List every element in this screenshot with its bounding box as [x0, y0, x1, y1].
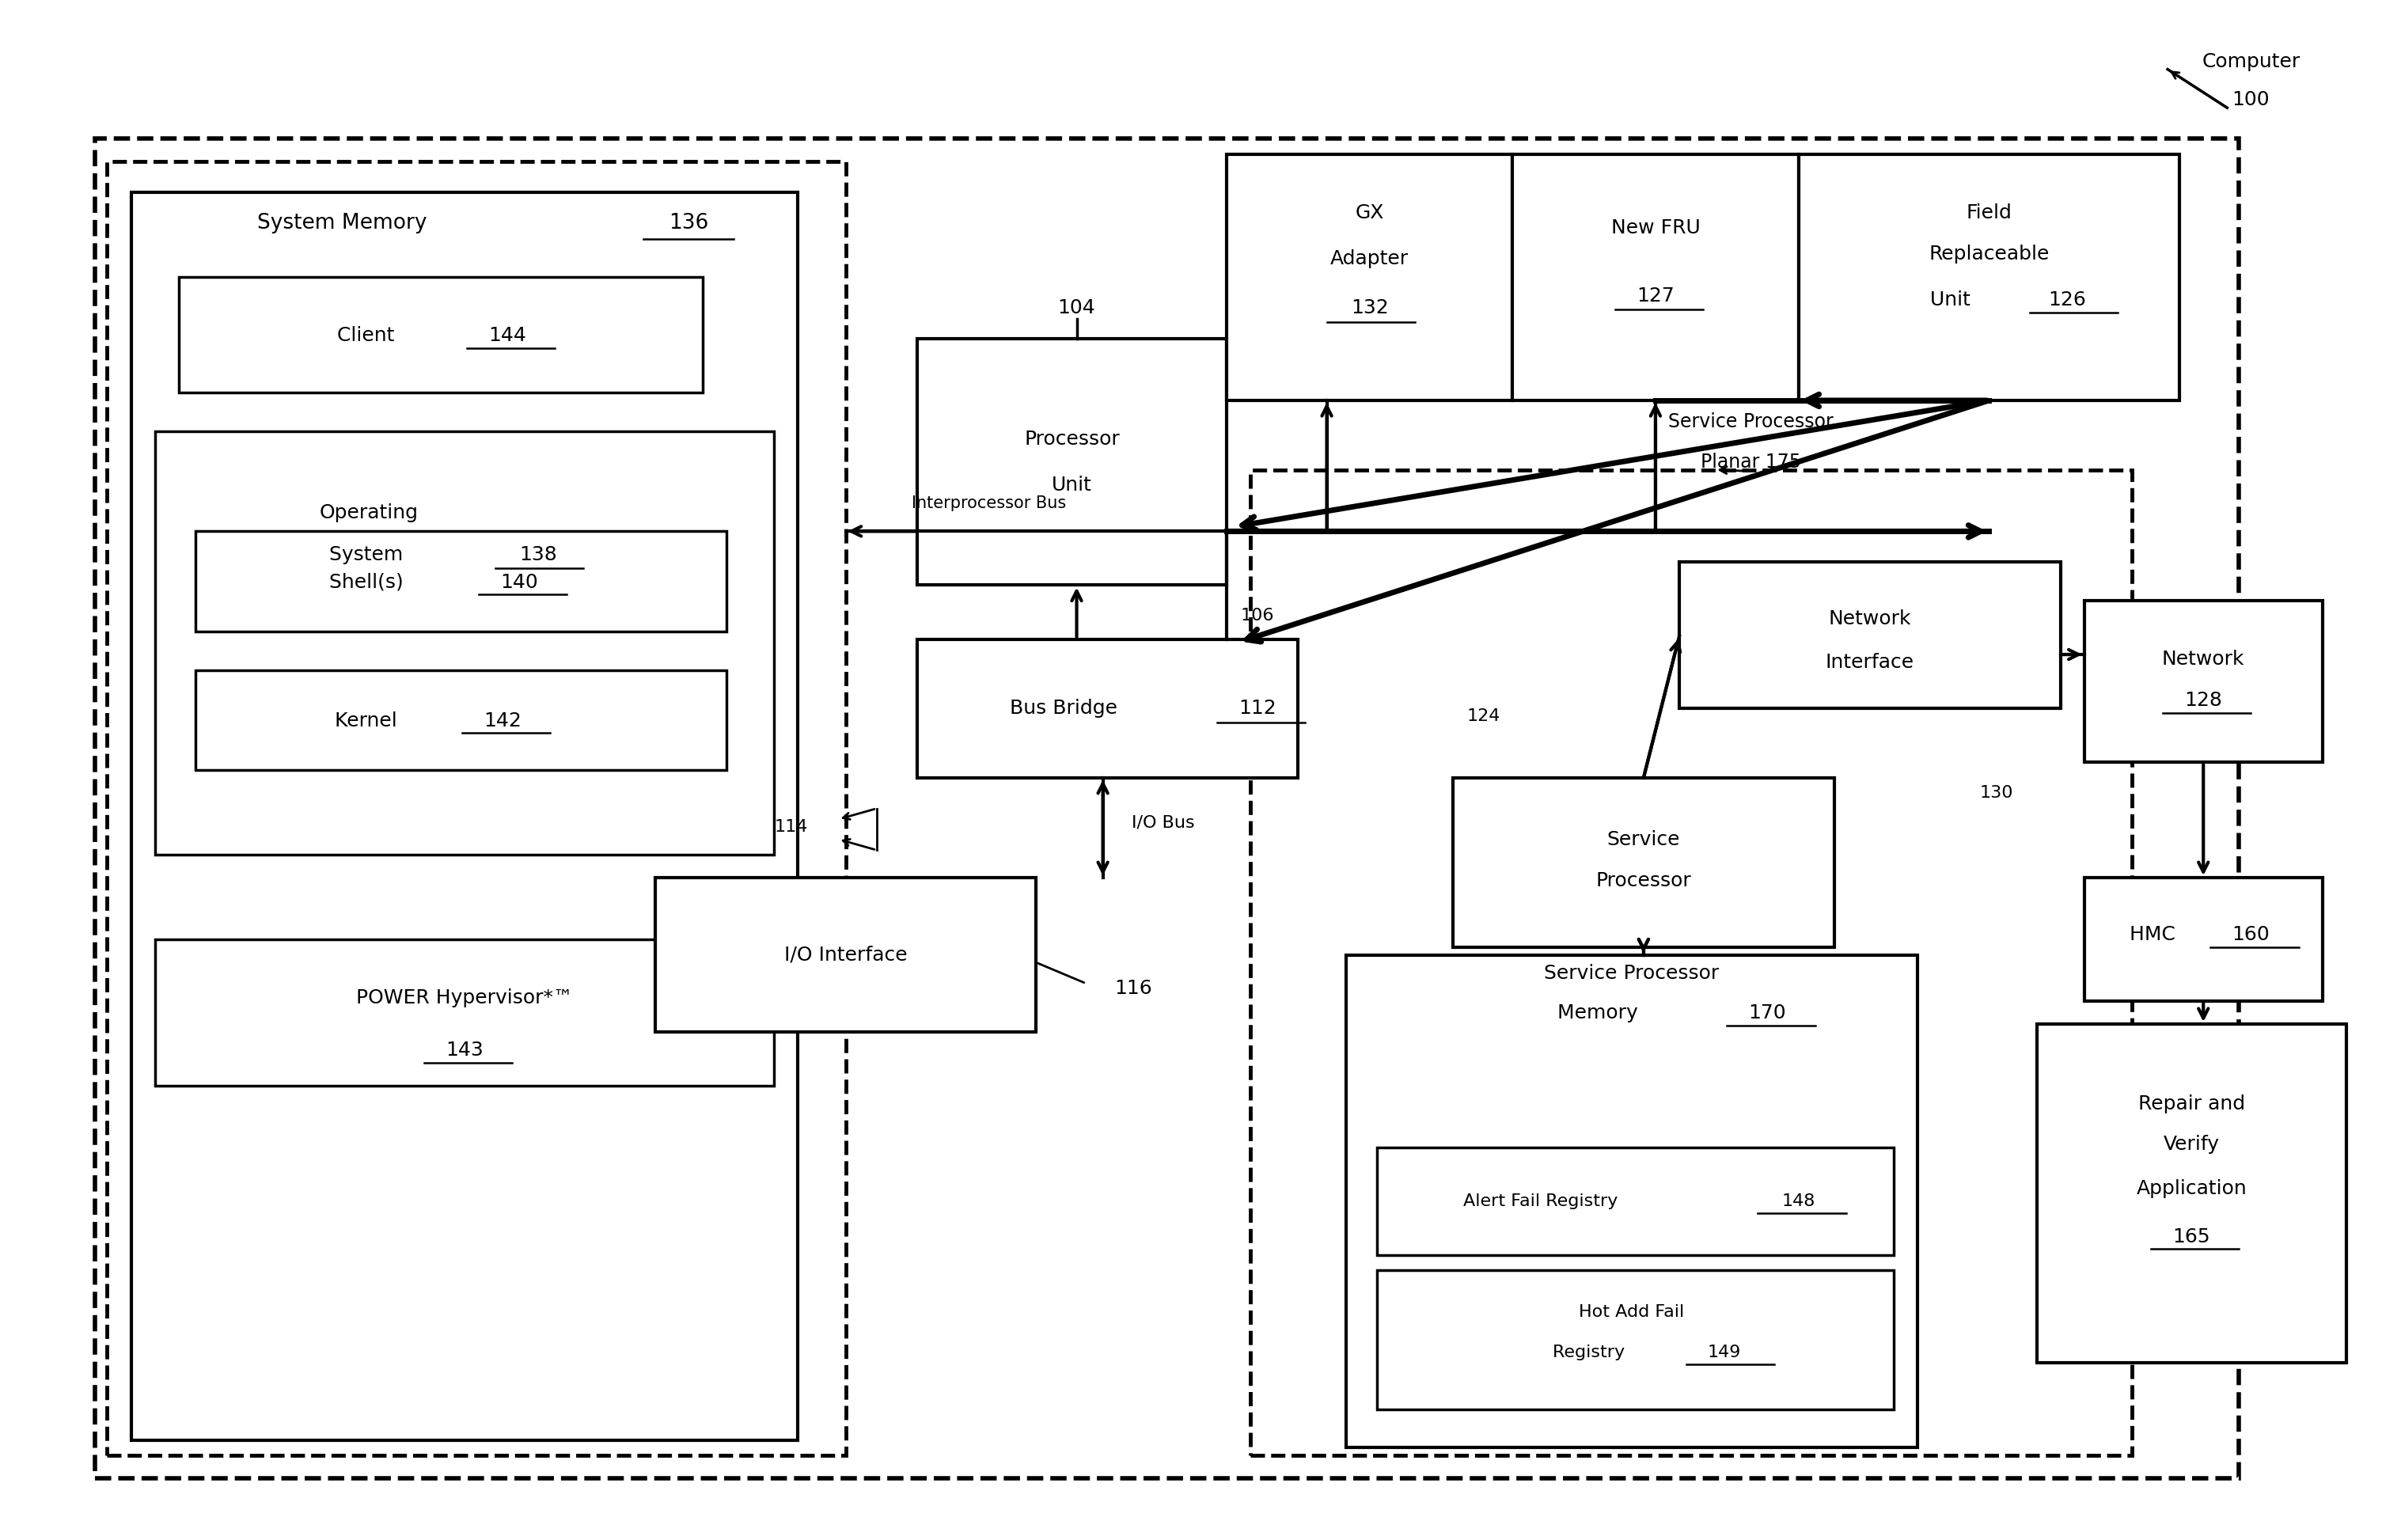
Text: Processor: Processor	[1024, 430, 1120, 448]
Text: Service Processor: Service Processor	[1667, 413, 1834, 431]
Text: 130: 130	[1979, 785, 2013, 801]
Bar	[1513, 154, 1798, 400]
Text: 100: 100	[2232, 91, 2270, 109]
Text: System: System	[329, 545, 410, 564]
Bar	[2084, 601, 2322, 762]
Text: POWER Hypervisor*™: POWER Hypervisor*™	[357, 989, 572, 1007]
Text: 144: 144	[488, 326, 526, 345]
Text: 124: 124	[1467, 708, 1501, 724]
Text: Registry: Registry	[1553, 1344, 1629, 1360]
Bar	[1251, 470, 2132, 1455]
Text: Planar 175: Planar 175	[1701, 453, 1801, 471]
Text: 127: 127	[1636, 286, 1675, 305]
Text: HMC: HMC	[2130, 926, 2182, 944]
Bar	[195, 531, 727, 631]
Text: 114: 114	[774, 819, 807, 835]
Text: 148: 148	[1782, 1194, 1815, 1209]
Text: Field: Field	[1965, 203, 2013, 222]
Text: 136: 136	[669, 213, 707, 234]
Bar	[1453, 778, 1834, 947]
Text: Processor: Processor	[1596, 872, 1691, 890]
Text: Replaceable: Replaceable	[1929, 245, 2049, 263]
Text: 106: 106	[1241, 608, 1274, 624]
Text: Unit: Unit	[1929, 291, 1977, 310]
Bar	[1679, 562, 2060, 708]
Bar	[917, 639, 1298, 778]
Bar	[131, 192, 798, 1440]
Text: 138: 138	[519, 545, 557, 564]
Text: System Memory: System Memory	[257, 213, 434, 234]
Text: Service: Service	[1608, 830, 1679, 849]
Text: 143: 143	[445, 1041, 484, 1060]
Bar	[155, 939, 774, 1086]
Text: I/O Bus: I/O Bus	[1131, 815, 1193, 830]
Text: 132: 132	[1351, 299, 1389, 317]
Bar	[1227, 154, 1513, 400]
Text: 128: 128	[2184, 691, 2222, 710]
Bar	[195, 670, 727, 770]
Bar	[179, 277, 703, 393]
Text: 149: 149	[1708, 1344, 1741, 1360]
Text: Kernel: Kernel	[336, 711, 403, 730]
Text: Network: Network	[1829, 610, 1910, 628]
Text: I/O Interface: I/O Interface	[784, 946, 908, 964]
Bar	[155, 431, 774, 855]
Text: Unit: Unit	[1053, 476, 1091, 494]
Bar	[1346, 955, 1918, 1448]
Bar	[2037, 1024, 2346, 1363]
Text: 142: 142	[484, 711, 522, 730]
Text: Interprocessor Bus: Interprocessor Bus	[912, 496, 1065, 511]
Text: New FRU: New FRU	[1610, 219, 1701, 237]
Text: 140: 140	[500, 573, 538, 591]
Text: Hot Add Fail: Hot Add Fail	[1579, 1304, 1684, 1320]
Text: Network: Network	[2163, 650, 2244, 668]
Text: Shell(s): Shell(s)	[329, 573, 410, 591]
Text: Application: Application	[2137, 1180, 2246, 1198]
Text: Memory: Memory	[1558, 1004, 1644, 1023]
Text: Service Processor: Service Processor	[1544, 964, 1720, 983]
Bar	[107, 162, 846, 1455]
Text: Computer: Computer	[2201, 52, 2301, 71]
Text: 170: 170	[1748, 1004, 1787, 1023]
Bar	[917, 339, 1227, 585]
Bar	[2084, 878, 2322, 1001]
Text: Verify: Verify	[2163, 1135, 2220, 1153]
Text: 126: 126	[2049, 291, 2087, 310]
Text: Bus Bridge: Bus Bridge	[1010, 699, 1124, 718]
Bar	[655, 878, 1036, 1032]
Text: Interface: Interface	[1825, 653, 1915, 671]
Text: 165: 165	[2172, 1227, 2210, 1246]
Text: 112: 112	[1239, 699, 1277, 718]
Text: Client: Client	[338, 326, 400, 345]
Bar	[95, 139, 2239, 1478]
Text: Alert Fail Registry: Alert Fail Registry	[1463, 1194, 1625, 1209]
Text: Repair and: Repair and	[2139, 1095, 2244, 1113]
Text: Adapter: Adapter	[1332, 249, 1408, 268]
Text: 104: 104	[1058, 299, 1096, 317]
Text: GX: GX	[1355, 203, 1384, 222]
Text: 160: 160	[2232, 926, 2270, 944]
Text: 116: 116	[1115, 979, 1153, 998]
Bar	[1798, 154, 2180, 400]
Bar	[1377, 1147, 1894, 1255]
Bar	[1377, 1270, 1894, 1409]
Text: Operating: Operating	[319, 504, 419, 522]
